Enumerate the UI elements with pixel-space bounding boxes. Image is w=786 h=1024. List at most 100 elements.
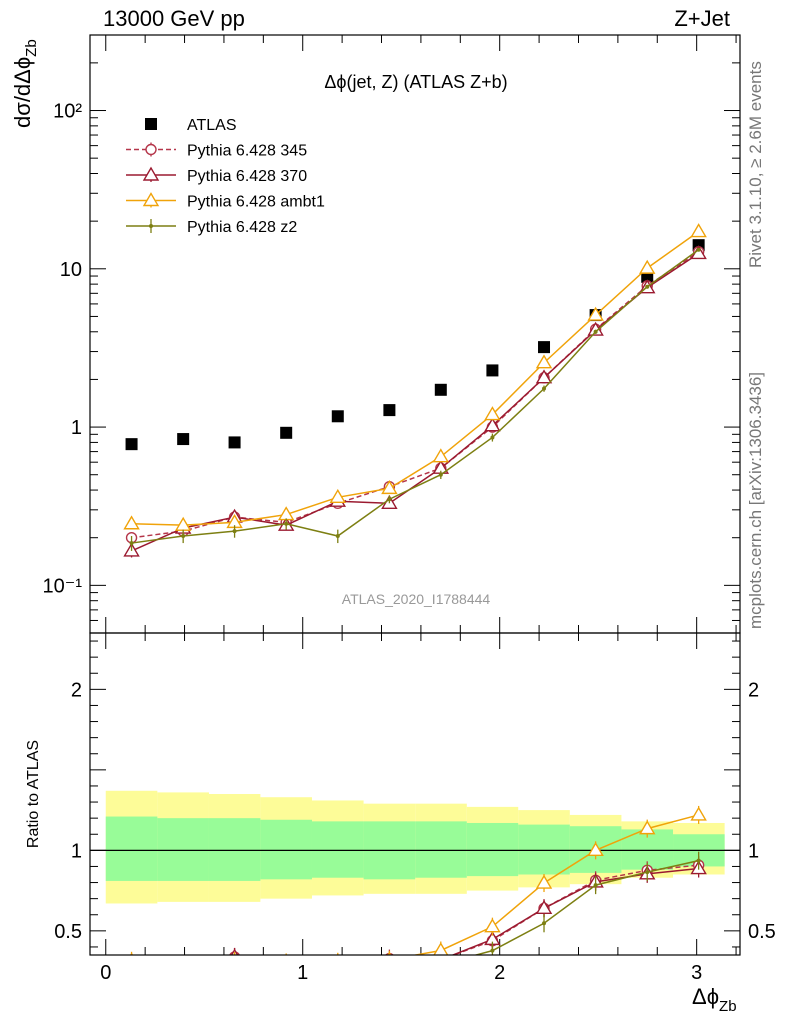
data-point bbox=[438, 472, 443, 477]
header-right-label: Z+Jet bbox=[674, 6, 730, 31]
ratio-point bbox=[176, 960, 190, 972]
series-line bbox=[131, 252, 700, 552]
ratio-point bbox=[336, 981, 340, 985]
data-point bbox=[228, 436, 241, 449]
y-tick-label: 10⁻¹ bbox=[43, 575, 83, 597]
data-point bbox=[587, 306, 604, 321]
data-point bbox=[181, 534, 186, 539]
ratio-point bbox=[382, 963, 396, 975]
legend-marker bbox=[142, 192, 160, 207]
y-tick-label: 0.5 bbox=[748, 921, 776, 943]
ratio-point bbox=[130, 971, 134, 975]
series-pythia-6-428-345 bbox=[125, 246, 705, 544]
ratio-point bbox=[696, 858, 701, 863]
y-tick-label: 10² bbox=[53, 101, 82, 123]
ratio-point bbox=[336, 953, 339, 955]
data-point bbox=[542, 386, 547, 391]
ratio-line bbox=[473, 859, 699, 955]
ratio-point bbox=[439, 962, 443, 966]
ratio-line bbox=[411, 814, 699, 955]
ratio-band-inner bbox=[105, 816, 158, 881]
rivet-version-label: Rivet 3.1.10, ≥ 2.6M events bbox=[746, 61, 765, 268]
chart-title: Δϕ(jet, Z) (ATLAS Z+b) bbox=[324, 72, 507, 92]
data-point bbox=[484, 417, 501, 432]
ratio-plot: 0.5 0.5 1 1 2 2 Ratio to ATLAS bbox=[25, 632, 776, 985]
x-tick-label: 2 bbox=[494, 962, 505, 984]
ratio-point bbox=[281, 963, 291, 973]
main-axis-ticks: 10⁻¹ 1 10 10² bbox=[43, 34, 740, 634]
y-tick-label: 1 bbox=[748, 840, 759, 862]
data-point bbox=[232, 529, 237, 534]
ratio-plot-frame bbox=[89, 632, 741, 956]
data-point bbox=[284, 521, 289, 526]
ratio-band-inner bbox=[466, 822, 519, 877]
legend-label: Pythia 6.428 z2 bbox=[187, 219, 297, 236]
legend-label: Pythia 6.428 ambt1 bbox=[187, 194, 325, 211]
legend-entry: Pythia 6.428 z2 bbox=[126, 219, 297, 236]
ratio-point bbox=[284, 967, 288, 971]
series-pythia-6-428-370 bbox=[123, 245, 707, 558]
ratio-point bbox=[437, 954, 444, 955]
y-tick-label: 0.5 bbox=[54, 921, 82, 943]
data-point bbox=[690, 223, 707, 238]
data-point bbox=[177, 433, 190, 446]
data-point bbox=[645, 284, 650, 289]
data-point bbox=[639, 259, 656, 274]
data-point bbox=[432, 448, 450, 463]
ratio-point bbox=[490, 948, 495, 953]
x-tick-label: 3 bbox=[691, 962, 702, 984]
ratio-band-inner bbox=[518, 824, 570, 875]
ratio-point bbox=[176, 958, 190, 970]
y-tick-label: 10 bbox=[60, 259, 82, 281]
main-ylabel: dσ/dΔϕZb bbox=[10, 39, 40, 128]
mcplots-label: mcplots.cern.ch [arXiv:1306.3436] bbox=[746, 372, 765, 629]
data-point bbox=[123, 515, 140, 530]
series-pythia-6-428-z2 bbox=[129, 247, 701, 551]
ratio-ylabel: Ratio to ATLAS bbox=[25, 740, 42, 848]
ratio-pythia-6-428-ambt1 bbox=[130, 805, 707, 970]
main-series-layer bbox=[123, 223, 707, 558]
analysis-label: ATLAS_2020_I1788444 bbox=[342, 591, 491, 607]
ratio-band-inner bbox=[157, 818, 209, 881]
ratio-point bbox=[542, 921, 547, 926]
series-pythia-6-428-ambt1 bbox=[123, 223, 707, 531]
data-point bbox=[129, 541, 134, 546]
ratio-point bbox=[230, 948, 239, 955]
ratio-uncertainty-bands bbox=[90, 790, 740, 904]
data-point bbox=[484, 406, 501, 421]
ratio-point bbox=[587, 841, 604, 857]
y-tick-label: 1 bbox=[71, 417, 82, 439]
ratio-series-layer bbox=[130, 805, 707, 985]
legend: ATLAS Pythia 6.428 345 Pythia 6.428 370 Pyt… bbox=[126, 117, 325, 236]
data-point bbox=[125, 438, 138, 451]
ratio-band-inner bbox=[415, 821, 467, 878]
ratio-point bbox=[178, 964, 188, 974]
ratio-point bbox=[593, 883, 598, 888]
ratio-point bbox=[690, 806, 707, 821]
ratio-point bbox=[285, 954, 287, 955]
data-point bbox=[434, 383, 447, 396]
ratio-ylabel-text: Ratio to ATLAS bbox=[25, 740, 42, 848]
ratio-band-inner bbox=[311, 821, 364, 878]
y-tick-label: 2 bbox=[71, 679, 82, 701]
legend-entry: Pythia 6.428 345 bbox=[126, 142, 307, 160]
data-point bbox=[593, 329, 598, 334]
ratio-point bbox=[535, 874, 553, 889]
series-atlas bbox=[125, 239, 705, 451]
x-axis-label: ΔϕZb bbox=[692, 984, 737, 1015]
legend-label: Pythia 6.428 345 bbox=[187, 143, 307, 160]
ratio-point bbox=[333, 961, 343, 971]
legend-entry: Pythia 6.428 370 bbox=[126, 166, 307, 185]
series-line bbox=[131, 230, 700, 526]
ratio-point bbox=[233, 965, 237, 969]
header-left-label: 13000 GeV pp bbox=[103, 6, 245, 31]
ratio-point bbox=[181, 970, 185, 974]
ratio-pythia-6-428-z2 bbox=[130, 851, 701, 985]
main-plot: 10⁻¹ 1 10 10² Δϕ(jet, Z) (ATLAS Z+b) ATLAS_… bbox=[10, 34, 741, 634]
ratio-point bbox=[331, 957, 345, 969]
ratio-point bbox=[433, 942, 449, 955]
ratio-line bbox=[450, 867, 699, 955]
legend-entry: ATLAS bbox=[145, 117, 237, 134]
series-line bbox=[131, 249, 700, 544]
